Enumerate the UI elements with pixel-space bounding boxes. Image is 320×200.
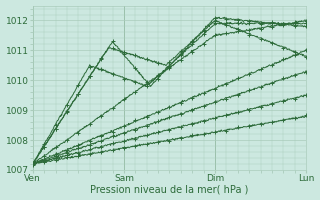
X-axis label: Pression niveau de la mer( hPa ): Pression niveau de la mer( hPa ) bbox=[90, 184, 249, 194]
